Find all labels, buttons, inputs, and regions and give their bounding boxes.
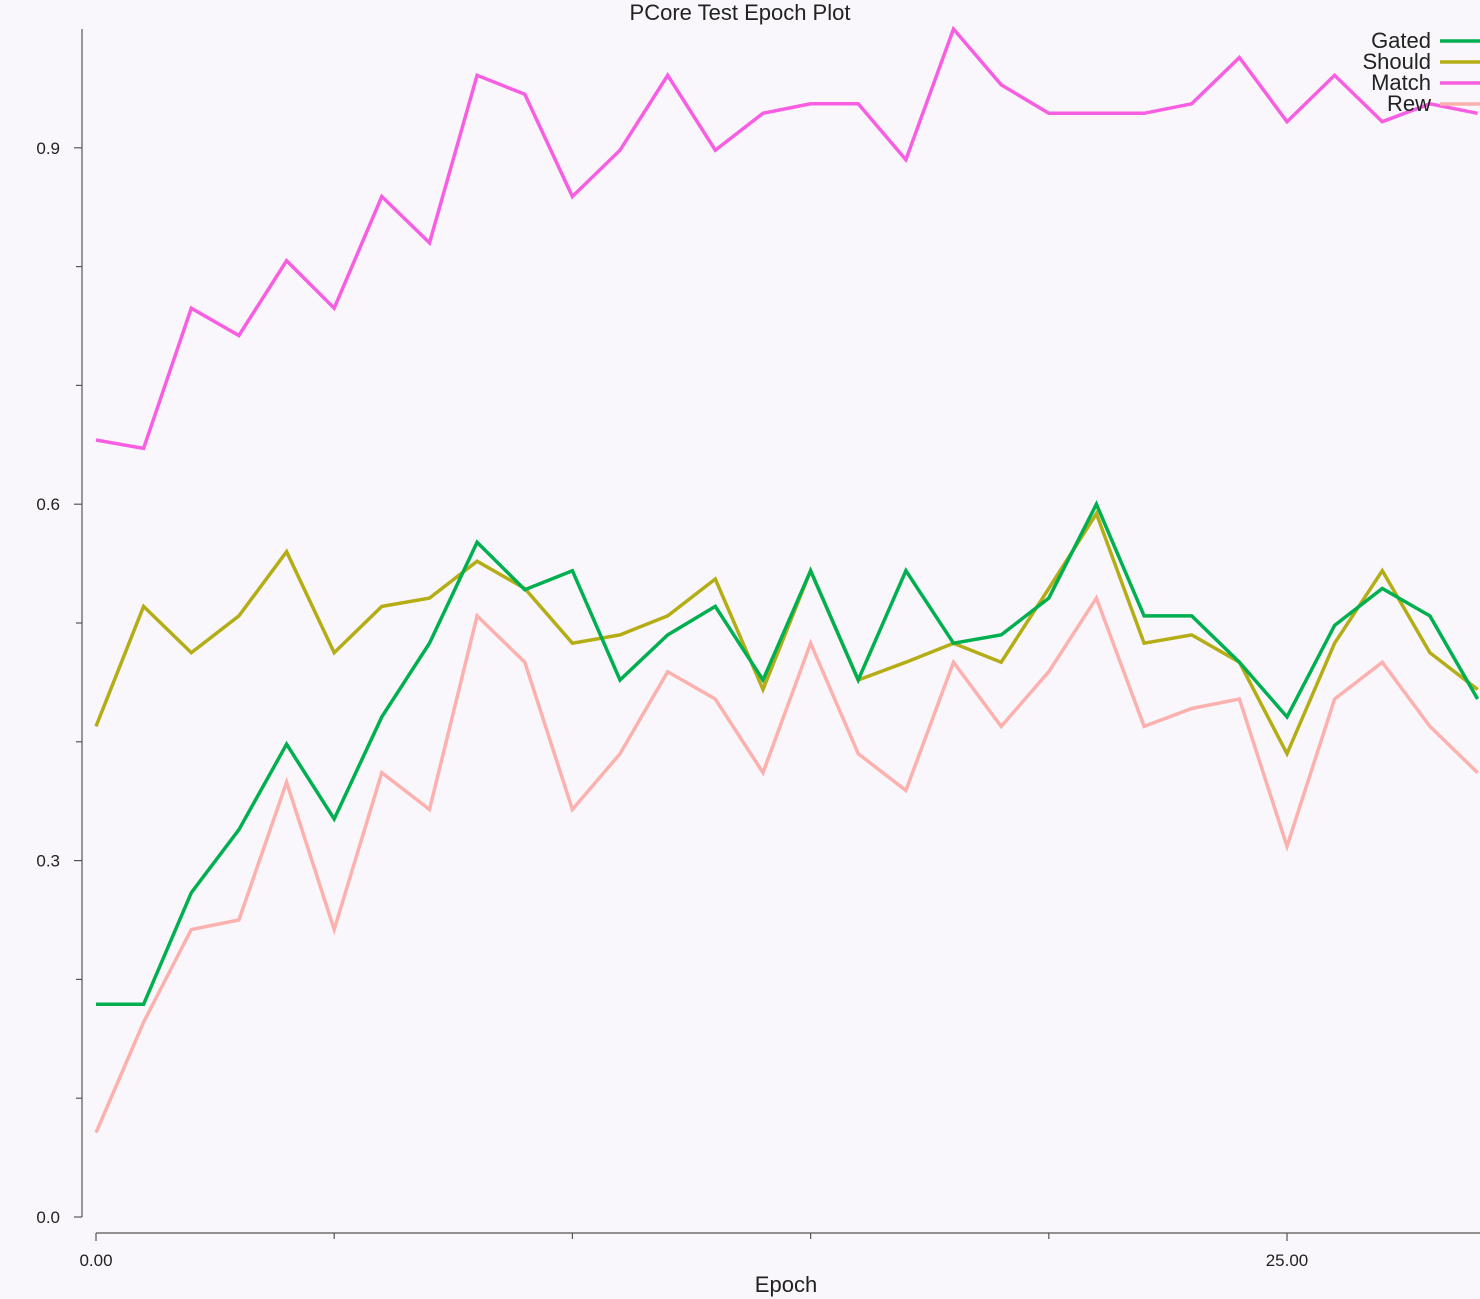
- x-tick-label: 0.00: [79, 1251, 112, 1270]
- series-line-should: [94, 509, 1479, 758]
- y-tick-label: 0.3: [36, 852, 60, 871]
- legend-label-match: Match: [1371, 70, 1431, 95]
- series-line-rew: [94, 594, 1479, 1134]
- y-tick-label: 0.9: [36, 139, 60, 158]
- y-tick-label: 0.6: [36, 495, 60, 514]
- legend-label-rew: Rew: [1387, 91, 1431, 116]
- axes: 0.0 0.3 0.6 0.9 0.00 25.00: [36, 29, 1480, 1270]
- x-axis-label: Epoch: [755, 1272, 817, 1297]
- legend-label-should: Should: [1362, 49, 1431, 74]
- chart-title: PCore Test Epoch Plot: [630, 0, 851, 25]
- y-tick-label: 0.0: [36, 1208, 60, 1227]
- series-line-gated: [96, 500, 1480, 1007]
- series-lines: [94, 25, 1480, 1134]
- legend-label-gated: Gated: [1371, 28, 1431, 53]
- series-line-match: [95, 25, 1478, 451]
- x-tick-label: 25.00: [1266, 1251, 1309, 1270]
